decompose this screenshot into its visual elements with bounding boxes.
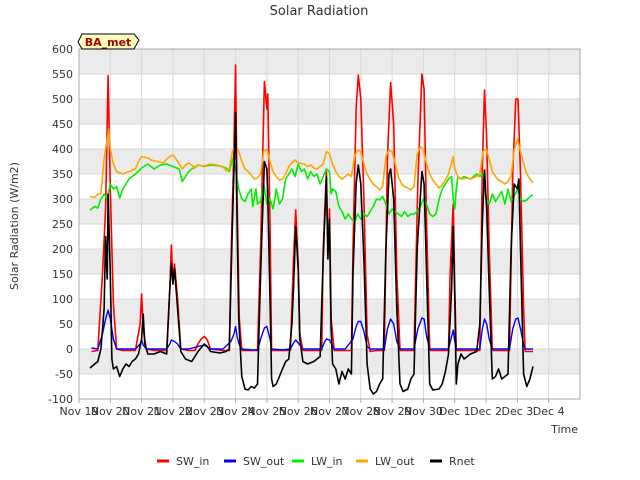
series-line-lw-out — [89, 128, 534, 199]
legend: SW_in SW_out LW_in LW_out Rnet — [157, 455, 475, 468]
y-tick-label: 50 — [59, 318, 73, 331]
x-tick-label: Nov 20 — [91, 405, 130, 418]
badge-label: BA_met — [85, 36, 132, 49]
x-tick-label: Nov 25 — [247, 405, 286, 418]
x-tick-label: Dec 2 — [470, 405, 502, 418]
legend-label-sw-out: SW_out — [243, 455, 285, 468]
y-axis-label: Solar Radiation (W/m2) — [8, 162, 21, 290]
x-tick-label: Nov 23 — [185, 405, 224, 418]
x-tick-label: Nov 28 — [341, 405, 380, 418]
x-tick-label: Nov 26 — [279, 405, 318, 418]
y-axis-ticks: -100 -50 0 50 100 150 200 250 300 350 400 450 500 550… — [48, 43, 73, 406]
legend-label-sw-in: SW_in — [176, 455, 209, 468]
x-tick-label: Nov 21 — [122, 405, 161, 418]
y-tick-label: 250 — [52, 218, 73, 231]
x-tick-label: Nov 30 — [404, 405, 443, 418]
y-tick-label: -100 — [48, 393, 73, 406]
y-tick-label: 100 — [52, 293, 73, 306]
chart-title: Solar Radiation — [270, 4, 369, 19]
x-tick-label: Nov 19 — [60, 405, 99, 418]
y-tick-label: 450 — [52, 118, 73, 131]
series-line-sw-out — [91, 309, 533, 351]
legend-label-lw-in: LW_in — [311, 455, 343, 468]
y-tick-label: 550 — [52, 68, 73, 81]
y-tick-label: -50 — [55, 368, 73, 381]
y-tick-label: 0 — [66, 343, 73, 356]
y-tick-label: 150 — [52, 268, 73, 281]
data-series — [89, 64, 534, 395]
y-tick-label: 600 — [52, 43, 73, 56]
legend-label-lw-out: LW_out — [375, 455, 415, 468]
y-tick-label: 200 — [52, 243, 73, 256]
y-tick-label: 500 — [52, 93, 73, 106]
badge-shape — [77, 33, 140, 50]
x-tick-label: Dec 4 — [533, 405, 565, 418]
y-tick-label: 300 — [52, 193, 73, 206]
x-tick-label: Nov 24 — [216, 405, 255, 418]
x-tick-label: Dec 1 — [439, 405, 471, 418]
series-line-rnet — [89, 111, 534, 395]
x-tick-label: Dec 3 — [501, 405, 533, 418]
y-tick-label: 400 — [52, 143, 73, 156]
legend-label-rnet: Rnet — [449, 455, 475, 468]
dataset-badge: BA_met — [77, 33, 140, 50]
x-tick-label: Nov 22 — [153, 405, 192, 418]
x-tick-label: Nov 27 — [310, 405, 349, 418]
y-tick-label: 350 — [52, 168, 73, 181]
x-axis-label: Time — [550, 423, 578, 436]
x-tick-label: Nov 29 — [373, 405, 412, 418]
